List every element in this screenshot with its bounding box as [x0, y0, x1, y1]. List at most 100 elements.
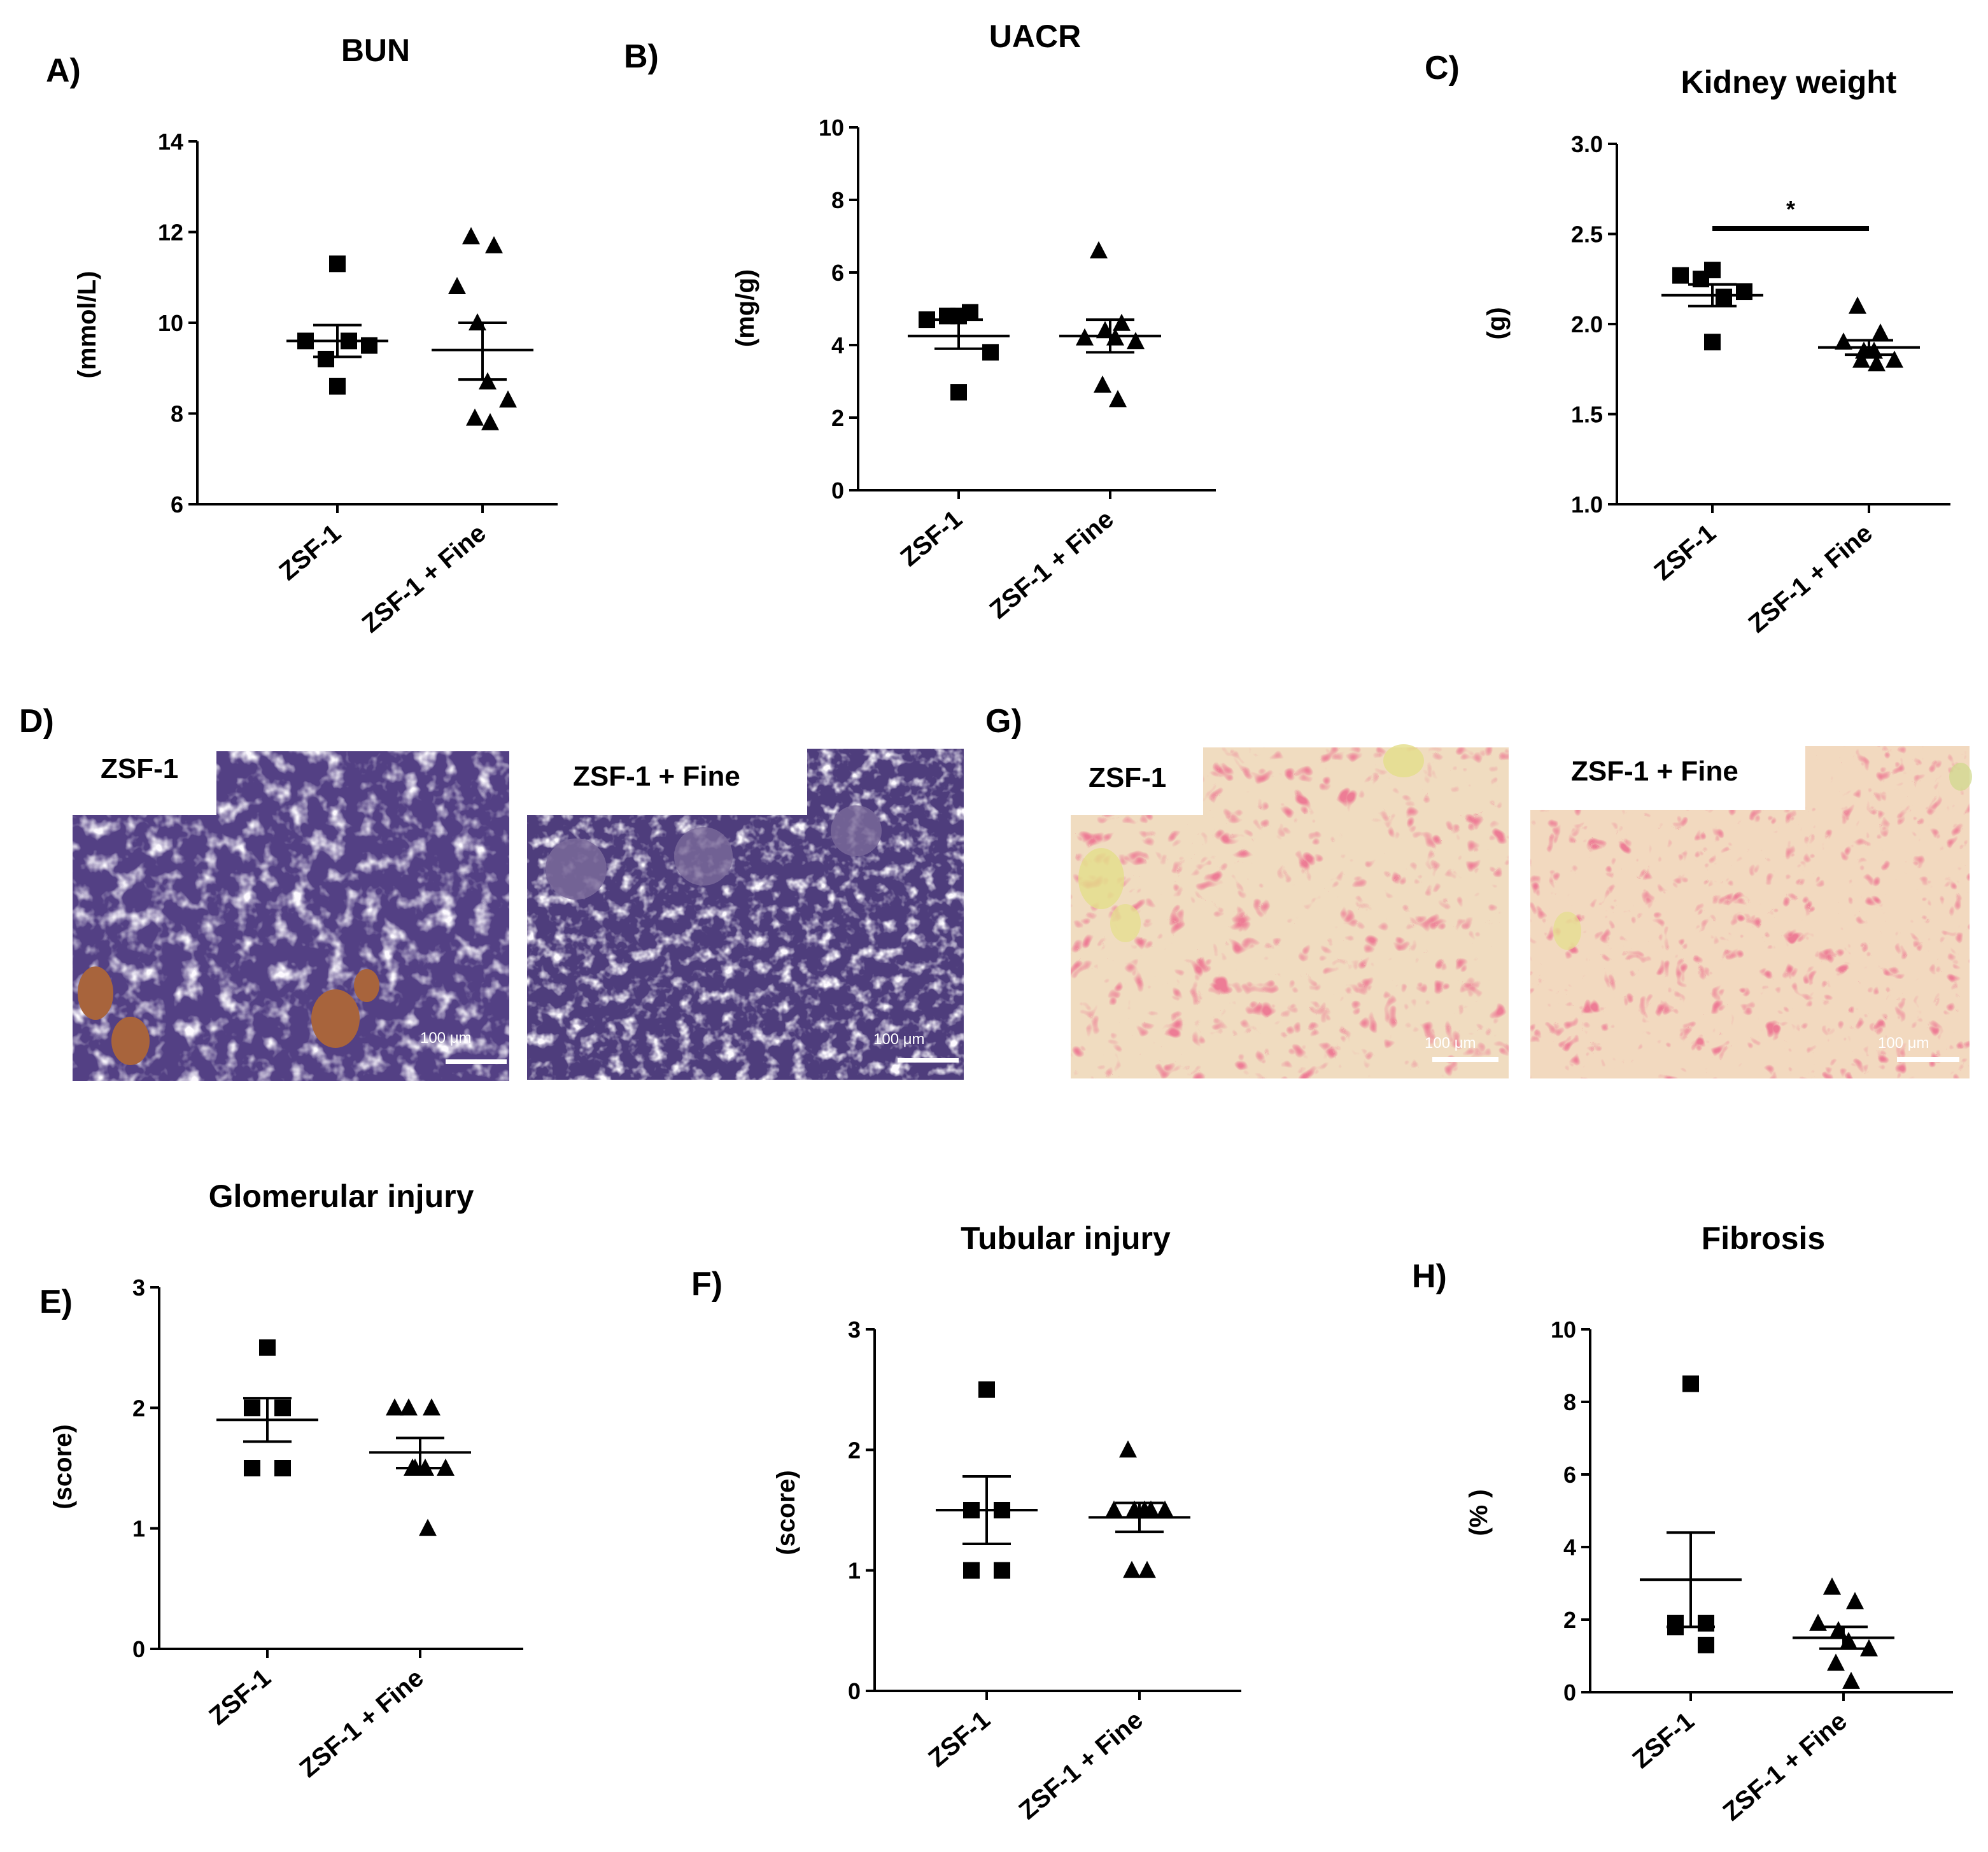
data-point-square	[329, 255, 346, 272]
y-tick-label: 1.5	[1571, 402, 1603, 428]
y-tick-label: 1.0	[1571, 491, 1603, 518]
protein-cast	[311, 989, 360, 1048]
data-point-square	[244, 1399, 260, 1417]
data-point-triangle	[1105, 1501, 1123, 1518]
panel-label-g: G)	[985, 703, 1022, 740]
y-tick-label: 6	[1563, 1462, 1576, 1488]
scale-bar-label: 100 μm	[1878, 1035, 1929, 1052]
data-point-square	[1672, 267, 1689, 284]
data-point-triangle	[1113, 313, 1131, 331]
chart-tubular-injury: Tubular injury 0 1 2 3 (score) ZSF-1 ZSF-1 + Fi…	[772, 1220, 1241, 1825]
y-axis-label: (mg/g)	[731, 269, 759, 347]
y-tick-label: 10	[158, 310, 183, 336]
chart-title: Kidney weight	[1681, 64, 1897, 100]
y-tick-label: 6	[171, 491, 183, 518]
data-point-square	[1736, 283, 1752, 300]
data-point-square	[318, 351, 334, 367]
data-point-triangle	[1119, 1440, 1137, 1458]
glomerulus	[831, 805, 882, 856]
y-tick-label: 3.0	[1571, 131, 1603, 157]
y-tick-label: 2	[831, 405, 844, 431]
y-axis-label: (score)	[772, 1470, 800, 1555]
data-point-triangle	[1138, 1560, 1156, 1578]
y-axis-label: (g)	[1483, 307, 1511, 339]
data-point-triangle	[1868, 354, 1886, 372]
data-point-triangle	[1127, 332, 1145, 350]
data-point-triangle	[1846, 1592, 1864, 1609]
image-tag: ZSF-1	[1089, 762, 1166, 793]
scale-bar	[1897, 1057, 1959, 1062]
y-tick-label: 8	[831, 187, 844, 213]
y-axis-label: (mmol/L)	[73, 271, 101, 379]
data-point-square	[982, 344, 999, 361]
data-point-triangle	[1852, 350, 1870, 368]
y-tick-label: 3	[848, 1317, 861, 1343]
yellow-cast	[1553, 912, 1581, 950]
glomerulus	[546, 838, 607, 900]
data-point-triangle	[437, 1459, 455, 1476]
scale-bar	[898, 1058, 959, 1063]
panel-label-e: E)	[39, 1283, 73, 1320]
x-tick-label: ZSF-1	[923, 1706, 995, 1772]
data-point-triangle	[466, 408, 484, 426]
image-tag: ZSF-1	[101, 753, 178, 784]
panel-label-f: F)	[691, 1266, 723, 1303]
x-tick-label: ZSF-1 + Fine	[356, 519, 491, 638]
chart-uacr: UACR 0 2 4 6 8 10 (mg/g) ZSF-1 ZSF-1 + Fine	[731, 18, 1216, 624]
data-point-square	[1698, 1636, 1714, 1653]
chart-kidney-weight: Kidney weight 1.0 1.5 2.0 2.5 3.0 (g) ZSF-1 ZSF-…	[1483, 64, 1950, 638]
scale-bar-label: 100 μm	[873, 1031, 925, 1048]
micrograph-g-zsf1: ZSF-1 100 μm	[1059, 744, 1509, 1078]
micrograph-d-zsf1: ZSF-1 100 μm	[73, 749, 509, 1081]
image-tag-box	[1059, 744, 1203, 815]
panel-label-d: D)	[19, 703, 54, 740]
chart-fibrosis: Fibrosis 0 2 4 6 8 10 (% ) ZSF-1 ZSF-1 + Fine	[1465, 1220, 1953, 1826]
chart-title: BUN	[341, 32, 410, 68]
data-point-triangle	[1842, 1671, 1860, 1689]
y-tick-label: 2	[132, 1395, 145, 1421]
y-tick-label: 0	[132, 1636, 145, 1662]
yellow-cast	[1383, 744, 1424, 777]
x-tick-label: ZSF-1 + Fine	[1717, 1707, 1852, 1826]
y-tick-label: 0	[831, 477, 844, 504]
data-point-triangle	[423, 1398, 441, 1416]
data-point-square	[274, 1399, 291, 1417]
image-tag-box	[73, 749, 216, 815]
data-point-triangle	[386, 1398, 404, 1416]
y-tick-label: 2.0	[1571, 311, 1603, 337]
x-tick-label: ZSF-1	[895, 505, 967, 572]
y-tick-label: 10	[819, 115, 844, 141]
data-point-triangle	[448, 277, 466, 294]
x-tick-label: ZSF-1	[274, 519, 346, 586]
protein-cast	[354, 969, 379, 1002]
chart-title: Tubular injury	[961, 1220, 1171, 1256]
data-point-triangle	[1860, 1639, 1878, 1657]
scale-bar	[1432, 1057, 1498, 1062]
y-tick-label: 2	[848, 1437, 861, 1463]
scale-bar	[446, 1059, 507, 1064]
data-point-square	[963, 1562, 980, 1579]
data-point-square	[919, 311, 935, 329]
yellow-cast	[1078, 848, 1124, 909]
x-tick-label: ZSF-1	[1649, 519, 1721, 586]
yellow-cast	[1110, 904, 1141, 942]
micrograph-d-zsf1-fine: ZSF-1 + Fine 100 μm	[527, 746, 964, 1080]
panel-label-b: B)	[624, 38, 659, 75]
data-point-triangle	[1109, 390, 1127, 407]
protein-cast	[111, 1017, 150, 1065]
x-tick-label: ZSF-1 + Fine	[1013, 1706, 1148, 1825]
data-point-triangle	[1886, 350, 1903, 368]
x-tick-label: ZSF-1	[1627, 1707, 1699, 1774]
data-point-triangle	[1823, 1577, 1841, 1595]
y-tick-label: 2.5	[1571, 222, 1603, 248]
data-point-triangle	[419, 1518, 437, 1536]
data-point-triangle	[1094, 375, 1111, 393]
data-point-triangle	[1156, 1501, 1174, 1518]
x-tick-label: ZSF-1	[204, 1664, 276, 1730]
chart-glomerular-injury: Glomerular injury 0 1 2 3 (score) ZSF-1 ZSF-1 +…	[49, 1178, 523, 1783]
data-point-square	[1704, 334, 1721, 351]
protein-cast	[78, 966, 113, 1020]
micrograph-g-zsf1-fine: ZSF-1 + Fine 100 μm	[1530, 731, 1972, 1078]
image-tag: ZSF-1 + Fine	[573, 761, 740, 792]
